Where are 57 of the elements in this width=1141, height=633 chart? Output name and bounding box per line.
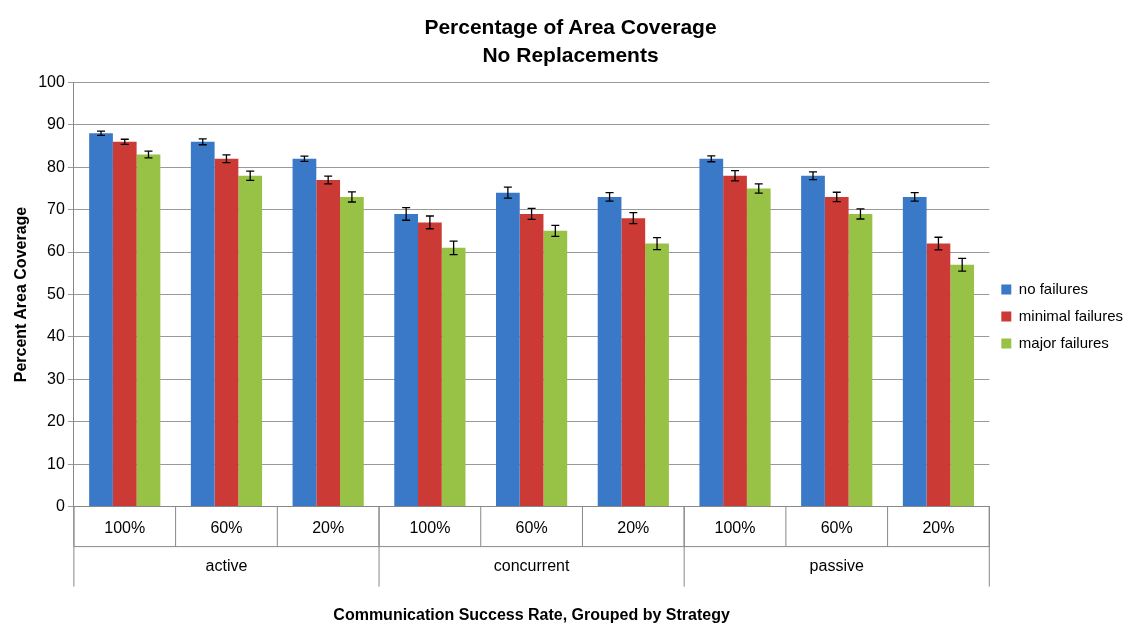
bar: [112, 141, 137, 507]
bar: [801, 175, 825, 507]
x-axis-title: Communication Success Rate, Grouped by Strategy: [333, 605, 730, 623]
bar: [848, 213, 873, 507]
y-axis-title: Percent Area Coverage: [12, 206, 30, 383]
bar: [496, 192, 520, 507]
bar: [418, 222, 442, 507]
y-tick-label: 100: [38, 72, 65, 90]
x-tick-label: 20%: [617, 518, 650, 536]
text: passive: [809, 557, 864, 575]
bar: [543, 230, 568, 507]
bar: [746, 188, 771, 507]
bar: [214, 158, 239, 507]
legend-label: no failures: [1018, 279, 1089, 297]
chart-title: Percentage of Area Coverage: [424, 15, 717, 39]
y-tick-label: 70: [47, 200, 65, 218]
legend-label: major failures: [1018, 333, 1109, 351]
y-tick-label: 0: [55, 497, 65, 515]
bar: [340, 196, 364, 507]
x-tick-label: 20%: [312, 518, 345, 536]
y-tick-label: 40: [47, 327, 65, 345]
x-tick-label: 60%: [210, 518, 243, 536]
x-tick-label: 100%: [104, 518, 146, 536]
x-tick-label: 100%: [409, 518, 451, 536]
y-tick-label: 20: [47, 412, 65, 430]
bar: [926, 243, 951, 507]
x-tick-label: 20%: [922, 518, 955, 536]
bar: [699, 158, 724, 507]
y-tick-label: 50: [47, 284, 65, 302]
bar: [89, 133, 113, 507]
y-tick-label: 10: [47, 454, 65, 472]
bar: [597, 196, 622, 507]
chart-subtitle: No Replacements: [482, 42, 659, 66]
bar: [645, 243, 669, 507]
bar: [519, 213, 544, 507]
bar: [136, 154, 161, 507]
bar: [394, 213, 419, 507]
y-tick-label: 30: [47, 369, 65, 387]
bar: [238, 175, 263, 507]
bar: [190, 141, 215, 507]
bar: [316, 179, 341, 507]
bar: [723, 175, 747, 507]
x-tick-label: 60%: [820, 518, 853, 536]
bar: [902, 196, 927, 507]
x-tick-label: 60%: [515, 518, 548, 536]
y-tick-label: 80: [47, 157, 65, 175]
y-tick-label: 60: [47, 242, 65, 260]
text: concurrent: [493, 557, 570, 575]
legend-label: minimal failures: [1018, 306, 1124, 324]
y-tick-label: 90: [47, 115, 65, 133]
x-tick-label: 100%: [714, 518, 756, 536]
bar: [950, 264, 975, 507]
bar: [621, 218, 646, 507]
bar: [292, 158, 317, 507]
bar: [824, 196, 849, 507]
text: active: [205, 557, 248, 575]
bar: [441, 247, 466, 507]
